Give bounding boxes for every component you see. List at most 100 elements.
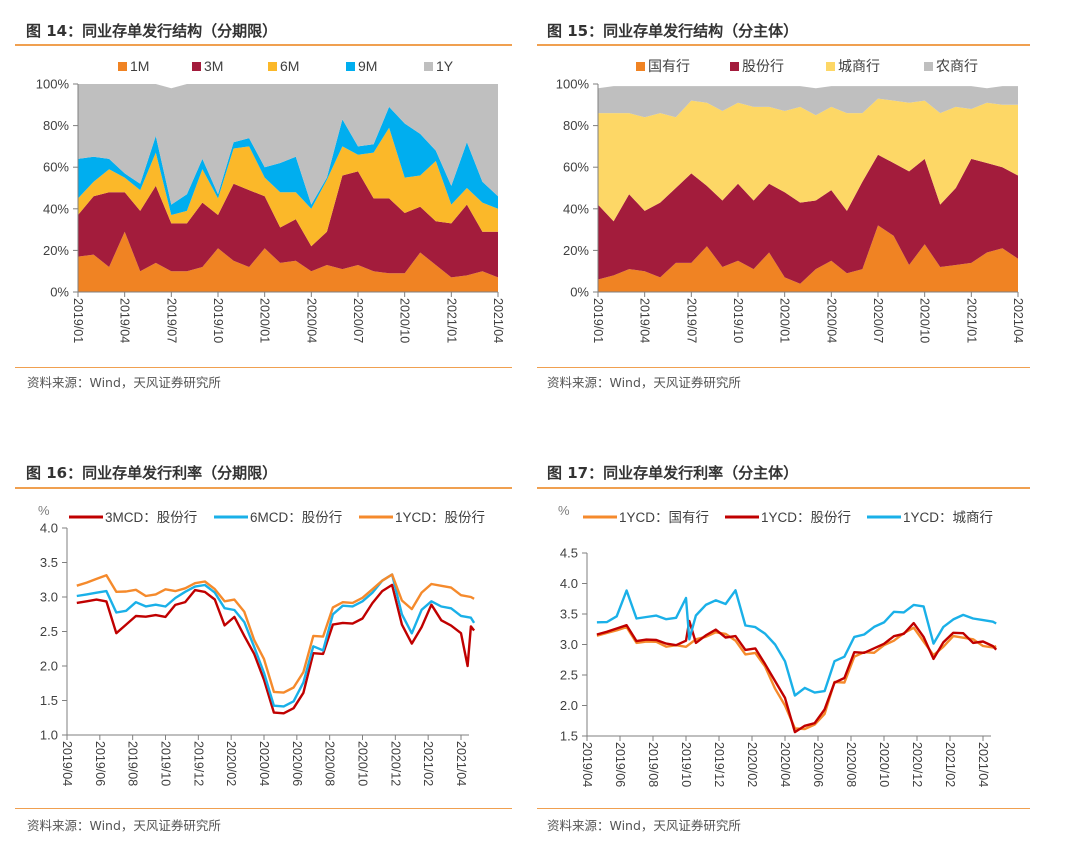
y-tick-label: 3.0 (40, 590, 58, 605)
x-tick-label: 2019/04 (638, 298, 652, 343)
y-tick-label: 100% (36, 77, 70, 92)
x-tick-label: 2020/08 (844, 742, 858, 787)
area-series-1Y (78, 84, 498, 205)
x-tick-label: 2020/12 (910, 742, 924, 787)
legend-label: 3M (204, 58, 223, 74)
x-tick-label: 2021/04 (976, 742, 990, 787)
title-divider (15, 44, 512, 46)
legend-label: 农商行 (936, 58, 978, 74)
legend-label: 股份行 (742, 58, 784, 74)
source-divider (15, 808, 512, 809)
x-tick-label: 2020/07 (351, 298, 365, 343)
line-series-1YCD：股份行 (596, 619, 998, 734)
legend-swatch (924, 62, 933, 71)
source-divider (537, 808, 1030, 809)
x-tick-label: 2020/08 (323, 741, 337, 786)
x-tick-label: 2019/07 (164, 298, 178, 343)
y-tick-label: 20% (43, 243, 69, 258)
x-tick-label: 2020/06 (290, 741, 304, 786)
x-tick-label: 2019/10 (211, 298, 225, 343)
area-series-9M (78, 106, 498, 215)
y-unit-label: % (38, 503, 50, 518)
x-tick-label: 2020/04 (824, 298, 838, 343)
legend-swatch (730, 62, 739, 71)
area-series-国有行 (598, 225, 1018, 292)
x-tick-label: 2020/04 (304, 298, 318, 343)
y-tick-label: 80% (43, 118, 69, 133)
y-tick-label: 1.5 (560, 729, 578, 744)
source-note: 资料来源：Wind，天风证券研究所 (547, 375, 741, 390)
area-series-农商行 (598, 86, 1018, 118)
legend-label: 1YCD：股份行 (395, 510, 485, 525)
legend-label: 1Y (436, 58, 454, 74)
y-tick-label: 4.0 (560, 576, 578, 591)
y-tick-label: 100% (556, 77, 590, 92)
x-tick-label: 2020/02 (224, 741, 238, 786)
x-tick-label: 2020/07 (871, 298, 885, 343)
x-tick-label: 2021/01 (964, 298, 978, 343)
x-tick-label: 2021/04 (1011, 298, 1025, 343)
x-tick-label: 2019/01 (591, 298, 605, 343)
area-series-6M (78, 127, 498, 247)
y-tick-label: 3.5 (560, 607, 578, 622)
x-tick-label: 2021/02 (421, 741, 435, 786)
area-series-1M (78, 231, 498, 292)
x-tick-label: 2019/10 (731, 298, 745, 343)
x-tick-label: 2019/10 (159, 741, 173, 786)
x-tick-label: 2020/10 (877, 742, 891, 787)
x-tick-label: 2019/10 (679, 742, 693, 787)
x-tick-label: 2020/01 (258, 298, 272, 343)
legend-label: 9M (358, 58, 377, 74)
legend-label: 1YCD：城商行 (903, 510, 993, 525)
source-note: 资料来源：Wind，天风证券研究所 (27, 818, 221, 833)
chart-14: 0% 20% 40% 60% 80% 100% 2019/01 2019/04 2019/07 2… (36, 58, 505, 343)
line-series-1YCD：股份行 (76, 573, 475, 694)
y-tick-label: 2.5 (560, 668, 578, 683)
x-tick-label: 2020/01 (778, 298, 792, 343)
legend-swatch (268, 62, 277, 71)
title-divider (15, 487, 512, 489)
y-tick-label: 2.0 (560, 698, 578, 713)
figure-title: 图 16：同业存单发行利率（分期限） (26, 464, 278, 482)
x-tick-label: 2019/06 (613, 742, 627, 787)
x-tick-label: 2020/10 (356, 741, 370, 786)
line-series-1YCD：城商行 (596, 589, 997, 697)
line-series-1YCD：国有行 (596, 625, 997, 731)
legend-swatch (826, 62, 835, 71)
x-tick-label: 2019/06 (93, 741, 107, 786)
area-series-3M (78, 171, 498, 278)
y-tick-label: 2.0 (40, 659, 58, 674)
source-note: 资料来源：Wind，天风证券研究所 (27, 375, 221, 390)
source-divider (15, 367, 512, 368)
x-tick-label: 2020/02 (745, 742, 759, 787)
x-tick-label: 2019/04 (118, 298, 132, 343)
legend-swatch (636, 62, 645, 71)
legend-swatch (118, 62, 127, 71)
area-series-股份行 (598, 154, 1018, 284)
x-tick-label: 2019/08 (126, 741, 140, 786)
legend-swatch (346, 62, 355, 71)
legend-label: 国有行 (648, 58, 690, 74)
x-tick-label: 2019/12 (191, 741, 205, 786)
x-tick-label: 2019/01 (71, 298, 85, 343)
y-unit-label: % (558, 503, 570, 518)
source-note: 资料来源：Wind，天风证券研究所 (547, 818, 741, 833)
legend-label: 城商行 (838, 58, 880, 74)
y-tick-label: 20% (563, 243, 589, 258)
y-tick-label: 80% (563, 118, 589, 133)
y-tick-label: 2.5 (40, 624, 58, 639)
chart-16: 1.0 1.5 2.0 2.5 3.0 3.5 4.0 2019/04 2019/06 2019/… (38, 503, 485, 786)
legend-label: 1YCD：股份行 (761, 510, 851, 525)
x-tick-label: 2019/07 (684, 298, 698, 343)
y-tick-label: 3.5 (40, 555, 58, 570)
source-divider (537, 367, 1030, 368)
area-series-城商行 (598, 98, 1018, 222)
x-tick-label: 2020/12 (388, 741, 402, 786)
x-tick-label: 2019/08 (646, 742, 660, 787)
line-series-3MCD：股份行 (76, 583, 476, 715)
y-tick-label: 4.0 (40, 521, 58, 536)
legend-label: 1M (130, 58, 149, 74)
title-divider (537, 487, 1030, 489)
x-tick-label: 2021/01 (444, 298, 458, 343)
y-tick-label: 0% (570, 285, 589, 300)
